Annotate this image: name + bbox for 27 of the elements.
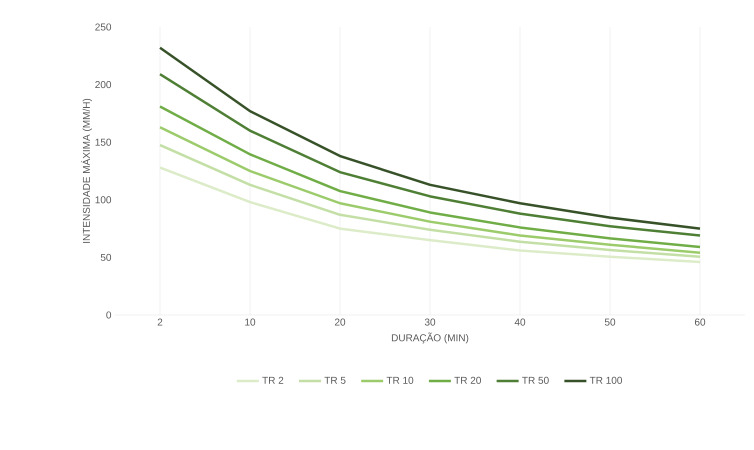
y-axis-title: INTENSIDADE MÁXIMA (MM/H) <box>81 98 92 243</box>
legend-label: TR 2 <box>262 376 284 384</box>
y-tick-label: 150 <box>96 138 112 146</box>
line-series <box>158 166 702 264</box>
line-series <box>158 105 702 248</box>
x-tick-label: 50 <box>604 318 616 326</box>
x-axis-title: DURAÇÃO (MIN) <box>392 332 468 344</box>
line-series <box>158 126 702 254</box>
legend-label: TR 100 <box>590 376 622 384</box>
line-series <box>158 46 702 230</box>
y-tick-label: 100 <box>96 196 112 204</box>
y-tick-label: 200 <box>95 81 112 88</box>
x-tick-label: 30 <box>424 318 436 326</box>
legend-label: TR 50 <box>522 376 549 384</box>
y-tick-label: 0 <box>106 311 112 319</box>
legend-label: TR 20 <box>454 376 481 384</box>
x-tick-label: 60 <box>694 318 706 326</box>
x-tick-label: 2 <box>158 318 162 326</box>
y-tick-label: 250 <box>95 23 112 31</box>
legend-label: TR 10 <box>386 376 414 384</box>
line-series <box>158 144 702 258</box>
line-series <box>158 72 702 237</box>
y-tick-label: 50 <box>100 254 112 261</box>
x-tick-label: 40 <box>514 318 526 326</box>
x-tick-label: 20 <box>334 318 346 326</box>
legend-label: TR 5 <box>324 376 346 384</box>
x-tick-label: 10 <box>245 318 256 326</box>
